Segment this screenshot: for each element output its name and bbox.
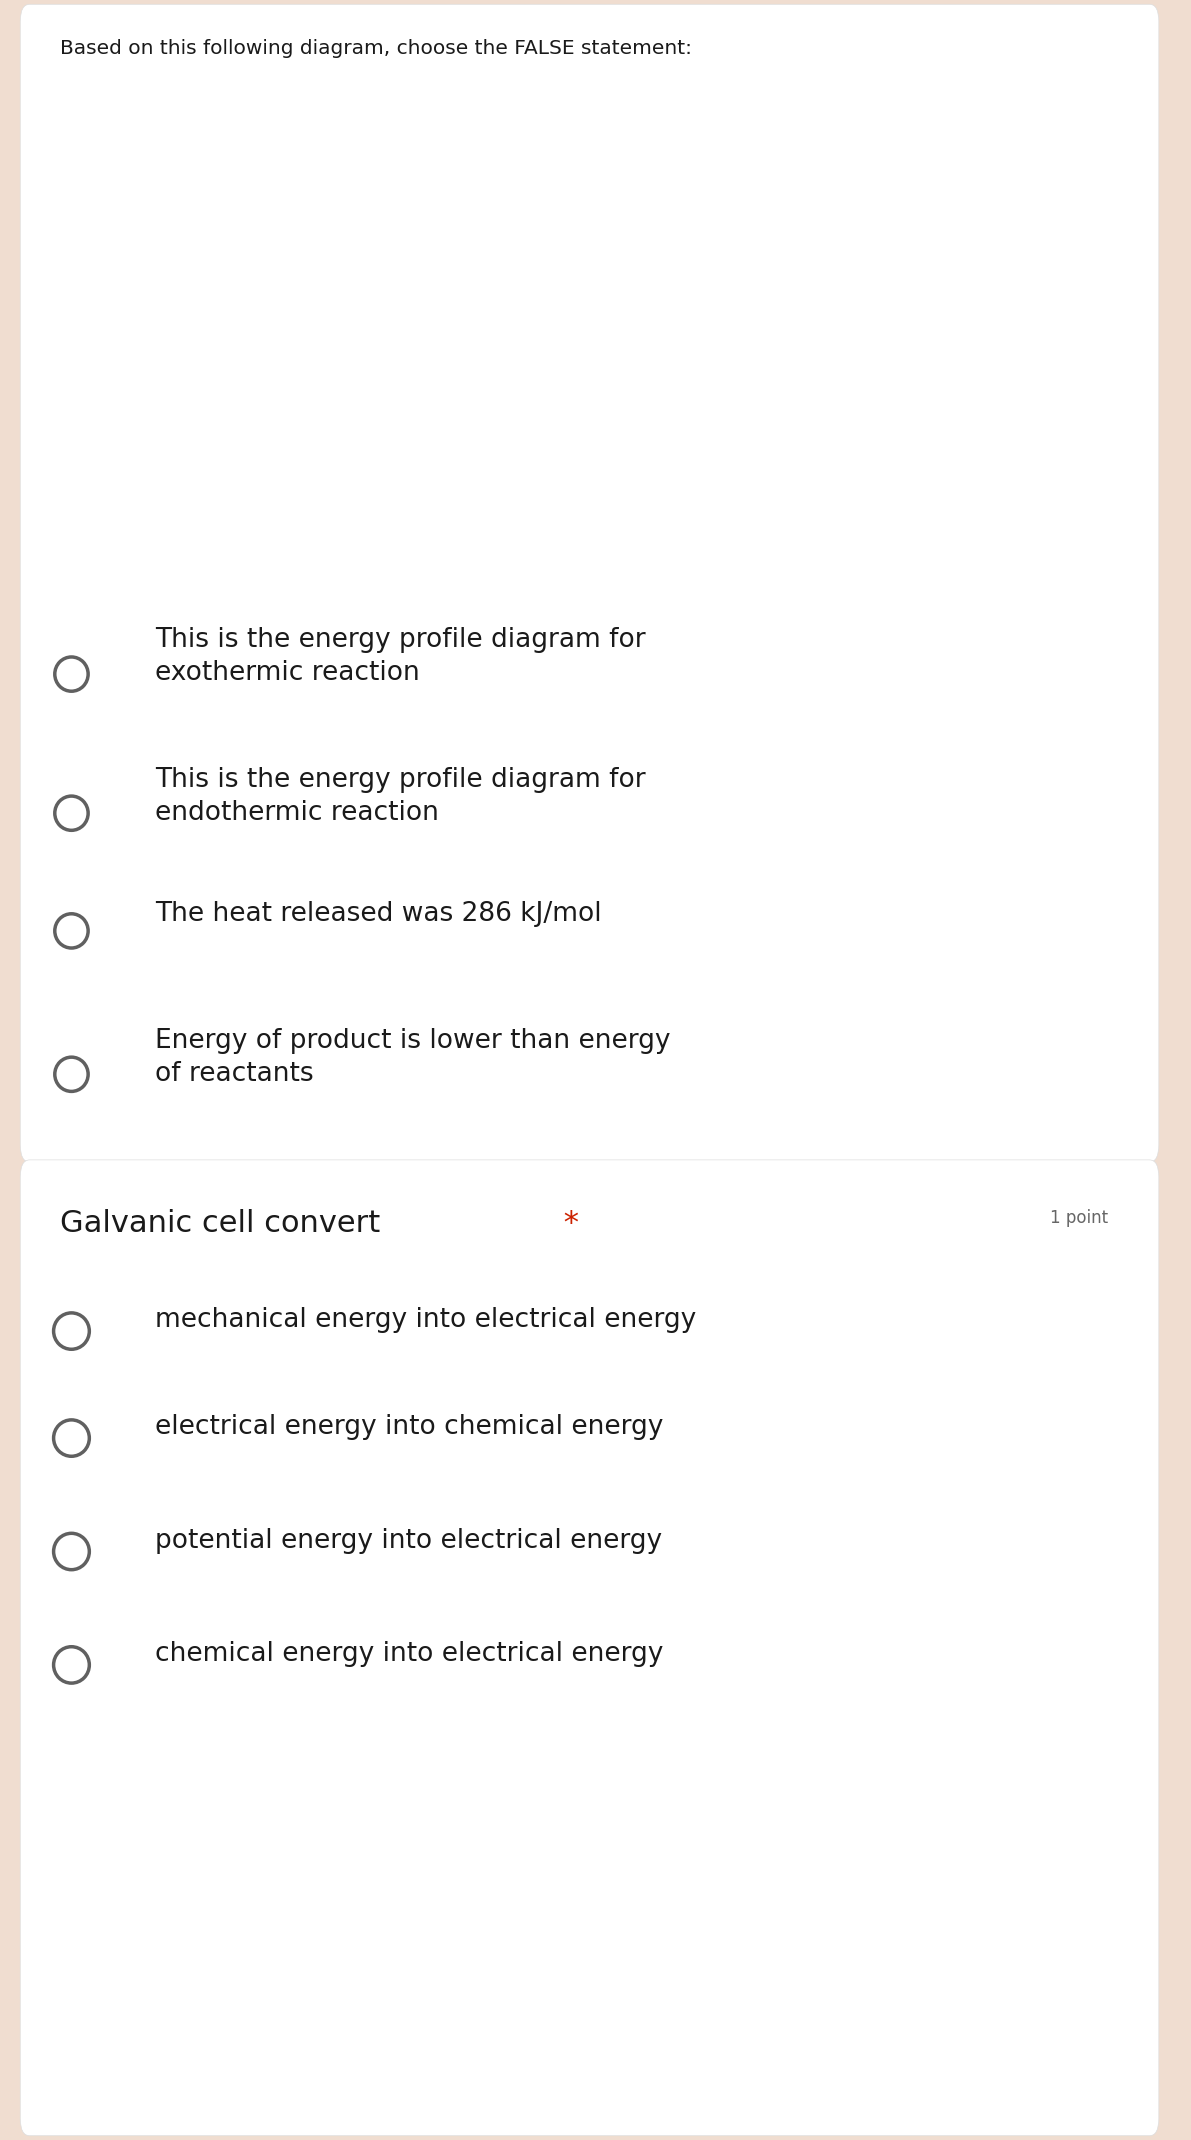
- Text: ΔHº = -286 kJ/mol: ΔHº = -286 kJ/mol: [292, 430, 393, 441]
- Text: *: *: [554, 1209, 579, 1239]
- Text: potential energy into electrical energy: potential energy into electrical energy: [155, 1528, 662, 1554]
- Text: H₂O (l): H₂O (l): [519, 449, 556, 460]
- Text: This is the energy profile diagram for
exothermic reaction: This is the energy profile diagram for e…: [155, 627, 646, 687]
- Text: Based on this following diagram, choose the FALSE statement:: Based on this following diagram, choose …: [60, 39, 692, 58]
- Text: chemical energy into electrical energy: chemical energy into electrical energy: [155, 1641, 663, 1667]
- Text: 1 point: 1 point: [1049, 1209, 1108, 1226]
- Text: electrical energy into chemical energy: electrical energy into chemical energy: [155, 1415, 663, 1440]
- Text: The heat released was 286 kJ/mol: The heat released was 286 kJ/mol: [155, 901, 601, 927]
- Text: Energy of product is lower than energy
of reactants: Energy of product is lower than energy o…: [155, 1027, 671, 1087]
- Text: Progress of reaction: Progress of reaction: [297, 601, 422, 614]
- Text: H₂(g) +1/2O₂(g): H₂(g) +1/2O₂(g): [123, 332, 212, 342]
- Text: Galvanic cell convert: Galvanic cell convert: [60, 1209, 380, 1239]
- Text: Ea: Ea: [406, 263, 423, 276]
- Text: mechanical energy into electrical energy: mechanical energy into electrical energy: [155, 1308, 696, 1333]
- Text: This is the energy profile diagram for
endothermic reaction: This is the energy profile diagram for e…: [155, 766, 646, 826]
- Text: Energy: Energy: [108, 158, 151, 171]
